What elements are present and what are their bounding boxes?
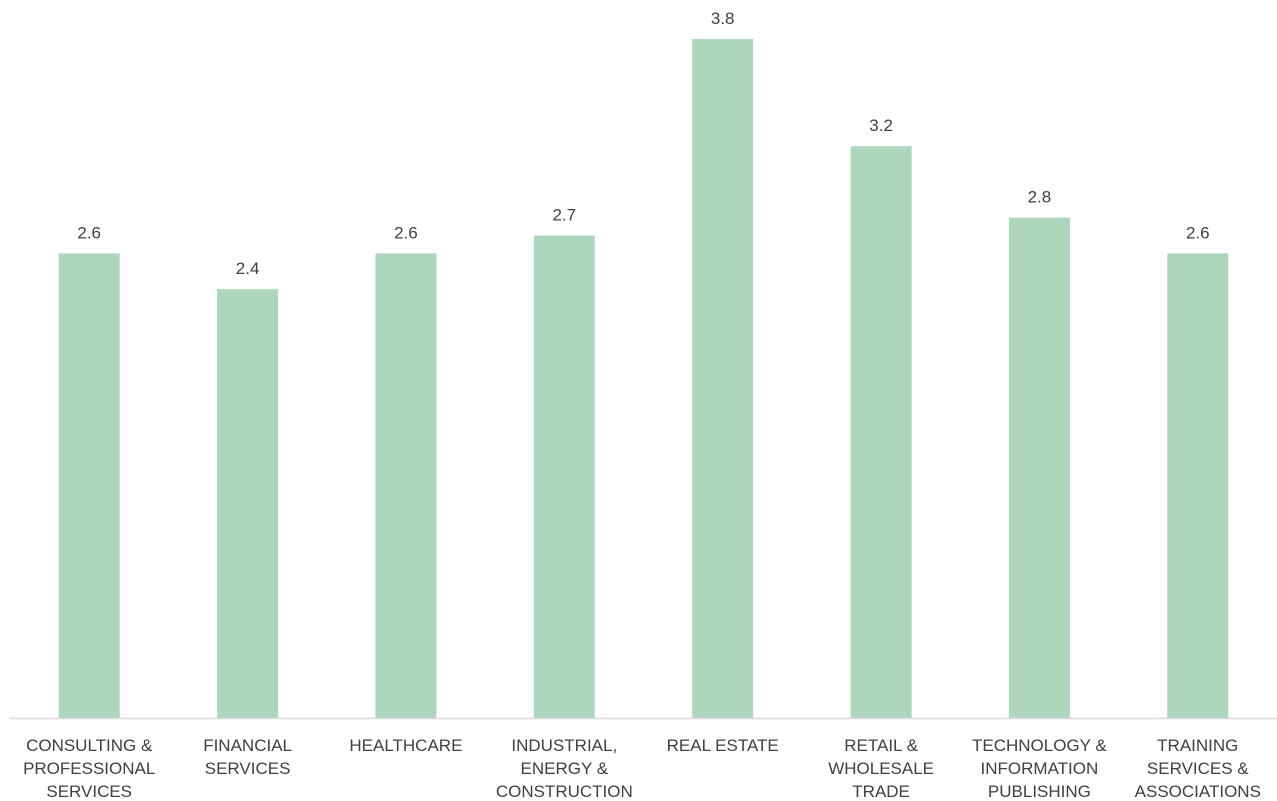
value-label-6: 2.8	[1028, 188, 1052, 207]
category-labels-group: CONSULTING & PROFESSIONAL SERVICES FINANCIA…	[23, 736, 1261, 801]
category-label-4: REAL ESTATE	[667, 736, 779, 755]
category-label-3: INDUSTRIAL, ENERGY & CONSTRUCTION	[496, 736, 633, 801]
value-label-2: 2.6	[394, 223, 418, 242]
bar-1	[217, 289, 279, 718]
category-label-1: FINANCIAL SERVICES	[203, 736, 292, 778]
value-label-1: 2.4	[236, 259, 260, 278]
value-label-3: 2.7	[552, 206, 576, 225]
value-labels-group: 2.6 2.4 2.6 2.7 3.8 3.2 2.8 2.6	[77, 9, 1209, 278]
value-label-7: 2.6	[1186, 223, 1210, 242]
bar-6	[1008, 217, 1070, 718]
category-label-6: TECHNOLOGY & INFORMATION PUBLISHING	[972, 736, 1107, 801]
category-label-7: TRAINING SERVICES & ASSOCIATIONS	[1135, 736, 1261, 801]
category-label-2: HEALTHCARE	[349, 736, 462, 755]
bar-0	[58, 253, 120, 718]
value-label-5: 3.2	[869, 116, 893, 135]
bars-group	[58, 39, 1229, 718]
value-label-0: 2.6	[77, 223, 101, 242]
bar-4	[692, 39, 754, 718]
bar-3	[533, 235, 595, 718]
bar-5	[850, 146, 912, 718]
bar-7	[1167, 253, 1229, 718]
value-label-4: 3.8	[711, 9, 735, 28]
bar-2	[375, 253, 437, 718]
category-label-0: CONSULTING & PROFESSIONAL SERVICES	[23, 736, 155, 801]
category-label-5: RETAIL & WHOLESALE TRADE	[828, 736, 934, 801]
